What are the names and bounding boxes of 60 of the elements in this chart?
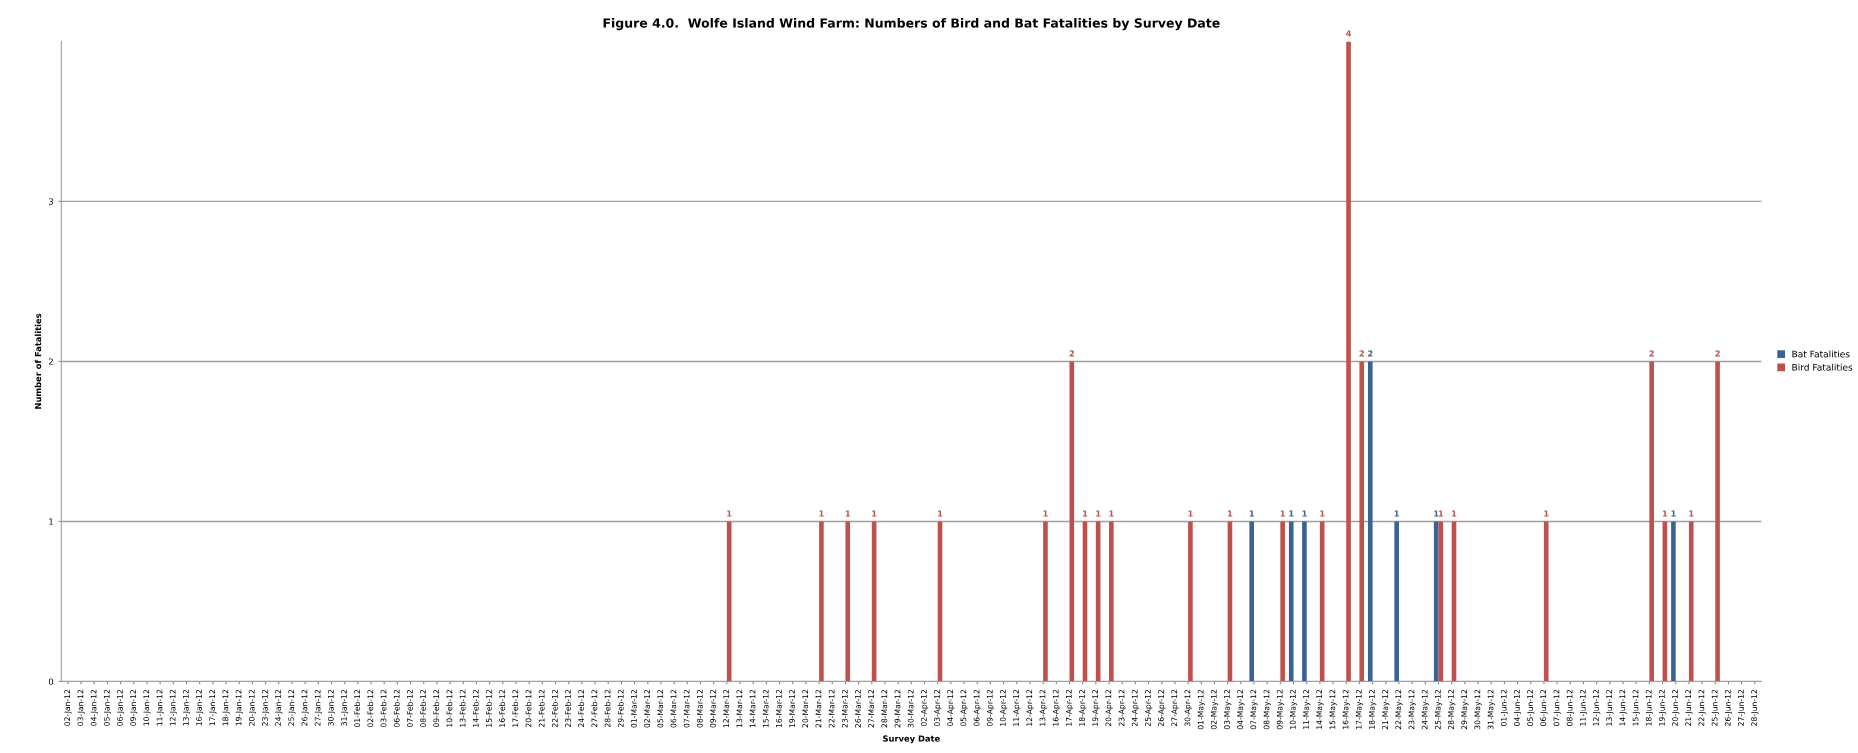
data-label: 1 [1043,510,1048,517]
y-tick-label: 3 [49,198,54,205]
bar [1359,361,1365,682]
bar [1649,361,1654,682]
data-label: 2 [1715,350,1720,357]
bar [1280,521,1285,682]
data-label: 1 [1083,510,1088,517]
data-label: 1 [1227,510,1233,517]
data-label: 1 [1302,510,1307,517]
data-label: 4 [1346,30,1352,37]
bar [1319,521,1325,682]
data-label: 1 [819,510,824,517]
y-tick-label: 0 [48,678,54,685]
data-label: 1 [1662,510,1668,517]
bar [1069,361,1075,682]
x-axis-title: Survey Date [883,735,940,744]
bar [1188,521,1193,682]
bar [819,521,824,682]
data-label: 1 [1280,510,1285,517]
data-label: 1 [1434,510,1439,517]
data-label: 1 [1289,510,1294,517]
data-label: 1 [1689,510,1694,517]
bar [1671,521,1676,682]
data-label: 2 [1368,350,1373,357]
data-label: 1 [1394,510,1399,517]
data-label: 1 [1320,510,1325,517]
bar [1433,521,1439,682]
bar [1688,521,1694,682]
data-label: 1 [845,510,851,517]
legend-label: Bird Fatalities [1792,363,1853,371]
data-label: 1 [938,510,943,517]
data-label: 2 [1069,350,1074,357]
data-label: 1 [1671,510,1676,517]
data-label: 1 [1544,510,1549,517]
bar [1543,521,1549,682]
data-label: 1 [1249,510,1255,517]
data-label: 1 [727,510,732,517]
y-axis-title: Number of Fatalities [34,313,42,409]
y-tick-label: 2 [48,358,53,365]
chart-title: Figure 4.0. Wolfe Island Wind Farm: Numbers of Bird and Bat Fatalities by Survey Date [603,18,1220,31]
bar [1715,361,1720,682]
bar [1368,361,1373,682]
bar [1346,41,1351,682]
bar [1043,521,1048,682]
bar [845,521,851,682]
data-label: 1 [1188,510,1193,517]
y-tick-label: 1 [49,518,53,525]
data-label: 2 [1359,350,1364,357]
data-label: 1 [1452,510,1457,517]
data-label: 1 [872,510,877,517]
bar [1249,521,1254,682]
data-label: 1 [1096,510,1101,517]
bar [1288,521,1294,682]
data-label: 1 [1438,510,1444,517]
bar [1394,521,1399,682]
data-label: 2 [1649,350,1654,357]
legend-label: Bat Fatalities [1792,350,1850,358]
data-label: 1 [1109,510,1114,517]
bar [1109,521,1114,682]
bar [1302,521,1307,682]
